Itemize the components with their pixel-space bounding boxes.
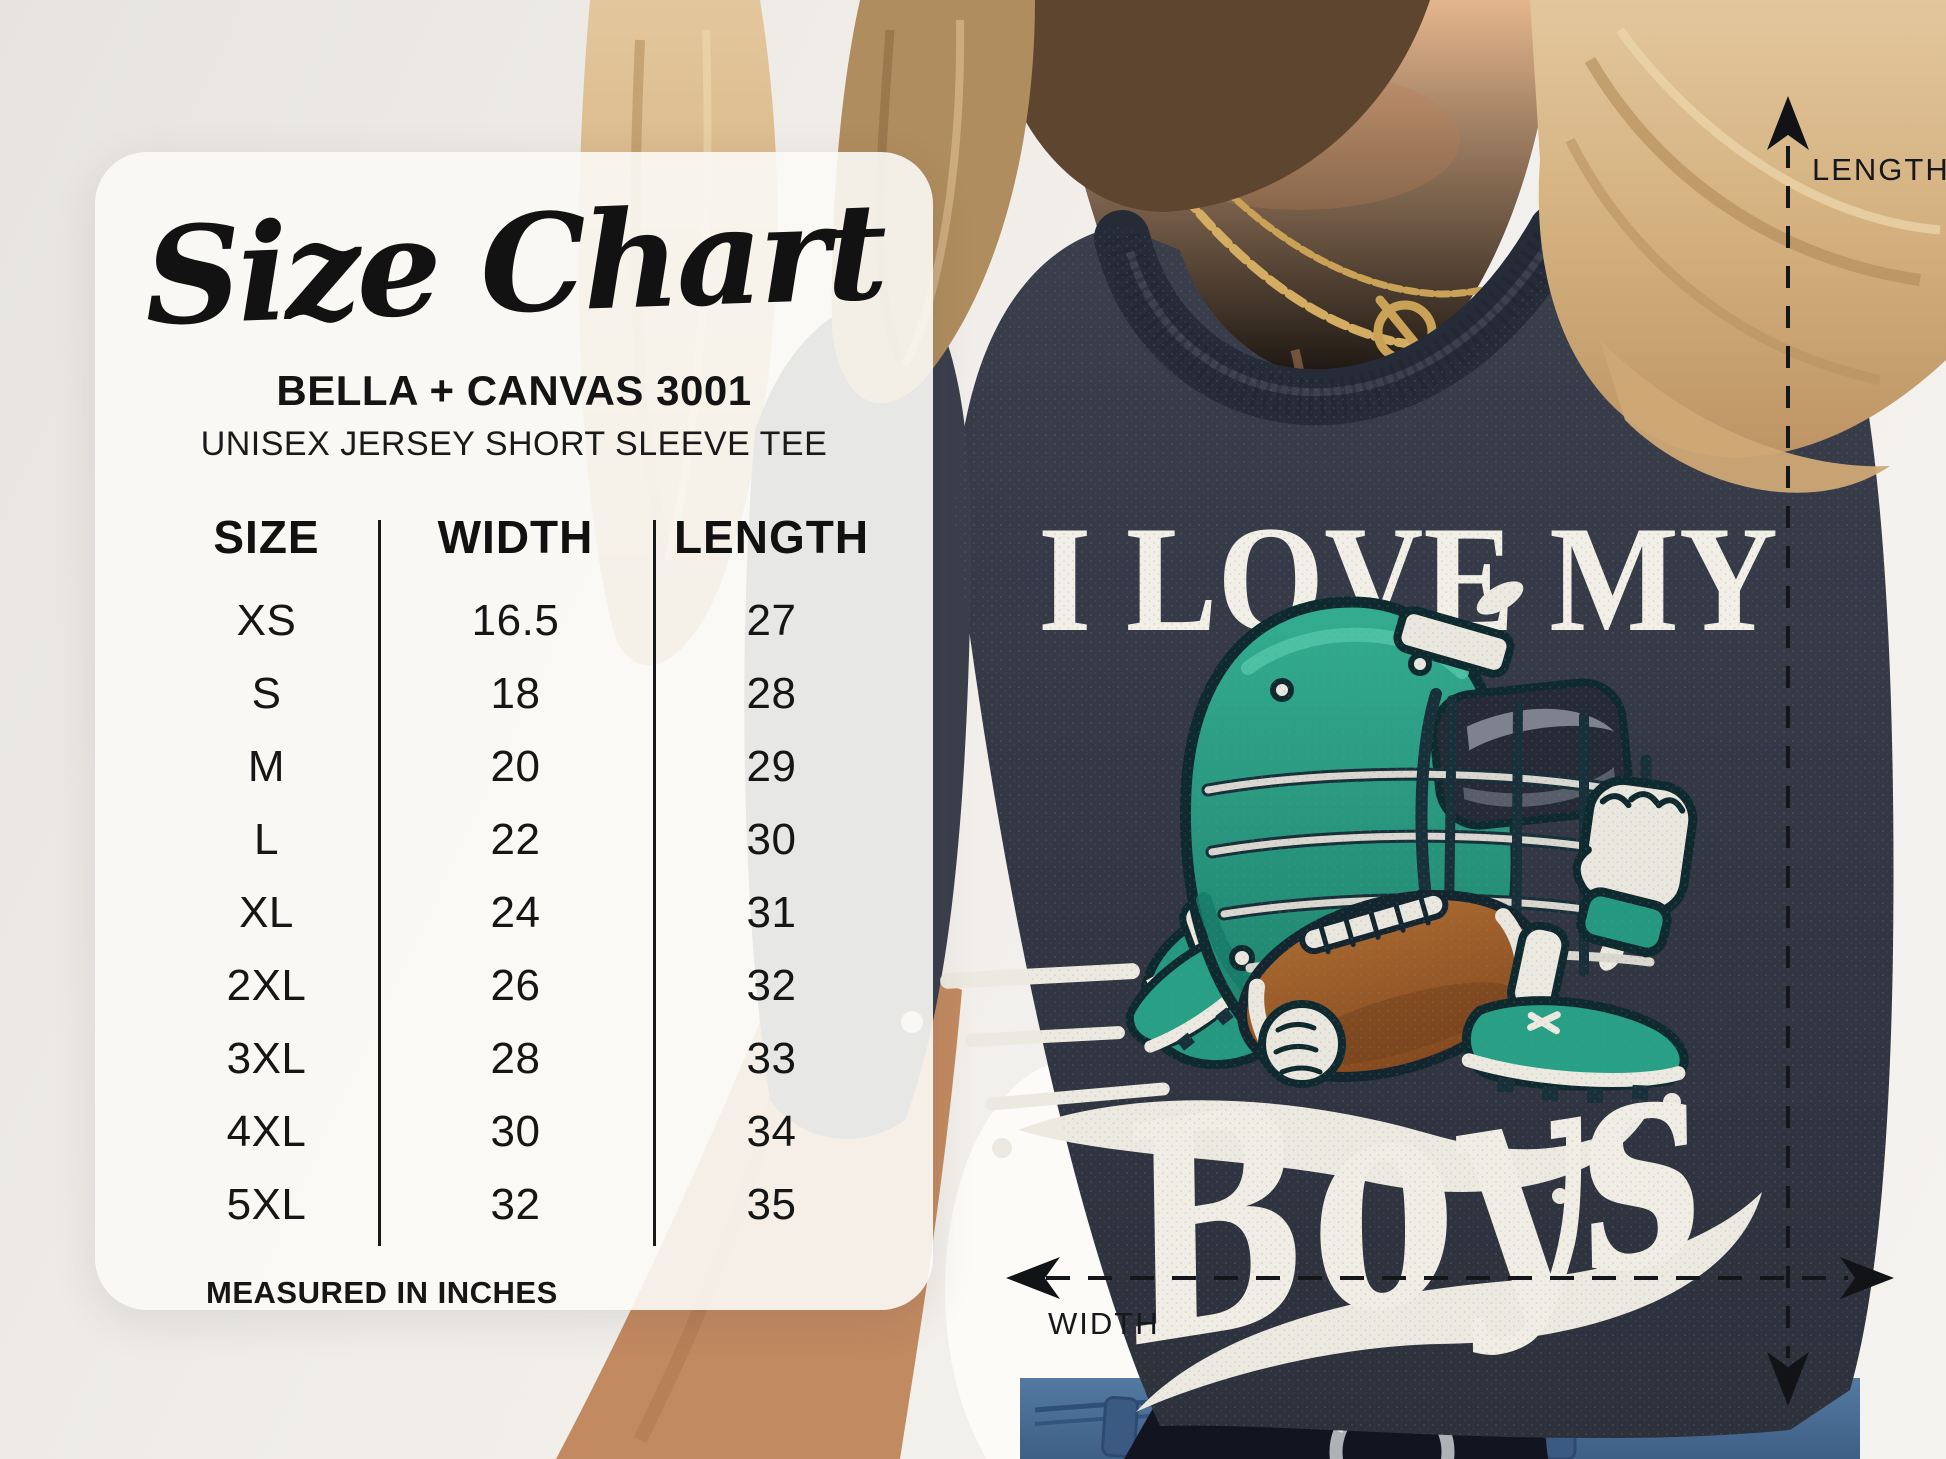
table-row: XS 16.5 27 [155, 584, 890, 657]
table-row: M 20 29 [155, 730, 890, 803]
length-cell: 31 [746, 887, 797, 937]
column-header-width: WIDTH [437, 511, 594, 563]
brand-line: BELLA + CANVAS 3001 [276, 367, 752, 414]
table-divider [378, 520, 381, 1246]
length-cell: 30 [746, 814, 797, 864]
fabric-texture [955, 161, 1894, 1439]
size-table-rows: XS 16.5 27 S 18 28 M 20 29 L 22 30 [155, 584, 890, 1241]
width-cell: 20 [490, 741, 541, 791]
column-header-length: LENGTH [673, 511, 870, 563]
table-row: 2XL 26 32 [155, 949, 890, 1022]
size-cell: 3XL [226, 1033, 307, 1083]
length-label: LENGTH [1812, 152, 1946, 187]
table-row: L 22 30 [155, 803, 890, 876]
width-cell: 26 [490, 960, 541, 1010]
belt-loop [1101, 1395, 1139, 1459]
length-cell: 29 [746, 741, 797, 791]
width-dashed-line [1046, 1276, 1848, 1280]
width-cell: 24 [490, 887, 541, 937]
size-table: SIZE WIDTH LENGTH XS 16.5 27 S 18 28 M 2… [155, 504, 890, 1241]
card-title: Size Chart [141, 172, 887, 356]
width-cell: 30 [490, 1106, 541, 1156]
width-cell: 16.5 [471, 595, 560, 645]
size-cell: 4XL [226, 1106, 307, 1156]
length-cell: 35 [746, 1179, 797, 1229]
hair-dark-roots [1000, 0, 1430, 212]
size-cell: 5XL [226, 1179, 307, 1229]
width-cell: 18 [490, 668, 541, 718]
column-header-size: SIZE [213, 511, 320, 563]
size-cell: 2XL [226, 960, 307, 1010]
length-cell: 34 [746, 1106, 797, 1156]
width-label: WIDTH [1048, 1306, 1160, 1341]
width-cell: 32 [490, 1179, 541, 1229]
table-row: 3XL 28 33 [155, 1022, 890, 1095]
length-cell: 32 [746, 960, 797, 1010]
size-cell: S [251, 668, 282, 718]
size-cell: XS [236, 595, 297, 645]
length-dashed-line [1786, 146, 1790, 1358]
size-cell: M [247, 741, 286, 791]
size-cell: L [254, 814, 279, 864]
table-row: 4XL 30 34 [155, 1095, 890, 1168]
product-line: UNISEX JERSEY SHORT SLEEVE TEE [200, 425, 828, 463]
table-row: 5XL 32 35 [155, 1168, 890, 1241]
width-cell: 28 [490, 1033, 541, 1083]
size-chart-card: Size Chart BELLA + CANVAS 3001 UNISEX JE… [95, 152, 933, 1310]
table-row: XL 24 31 [155, 876, 890, 949]
size-table-header: SIZE WIDTH LENGTH [155, 504, 890, 570]
units-footnote: MEASURED IN INCHES [206, 1275, 558, 1310]
length-cell: 33 [746, 1033, 797, 1083]
size-cell: XL [239, 887, 294, 937]
length-cell: 28 [746, 668, 797, 718]
table-row: S 18 28 [155, 657, 890, 730]
hair-right-mass [1530, 0, 1946, 493]
width-cell: 22 [490, 814, 541, 864]
table-divider [653, 520, 656, 1246]
length-cell: 27 [746, 595, 797, 645]
